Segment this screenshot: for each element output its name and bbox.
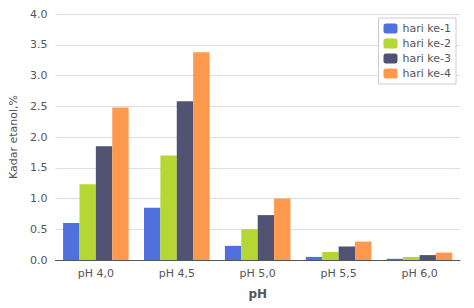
- svg-text:Kadar etanol,%: Kadar etanol,%: [7, 95, 20, 179]
- svg-text:hari ke-4: hari ke-4: [402, 67, 451, 80]
- svg-text:pH 4,0: pH 4,0: [78, 267, 114, 280]
- svg-text:hari ke-1: hari ke-1: [402, 22, 451, 35]
- svg-text:hari ke-3: hari ke-3: [402, 52, 451, 65]
- svg-text:0.0: 0.0: [30, 254, 48, 267]
- svg-text:3.0: 3.0: [30, 69, 48, 82]
- svg-text:3.5: 3.5: [30, 38, 48, 51]
- svg-text:1.0: 1.0: [30, 192, 48, 205]
- svg-text:2.5: 2.5: [30, 100, 48, 113]
- svg-text:1.5: 1.5: [30, 161, 48, 174]
- svg-text:pH 5,5: pH 5,5: [320, 267, 356, 280]
- svg-text:4.0: 4.0: [30, 8, 48, 21]
- svg-text:pH: pH: [248, 287, 267, 301]
- svg-text:pH 6,0: pH 6,0: [401, 267, 437, 280]
- svg-text:pH 5,0: pH 5,0: [240, 267, 276, 280]
- svg-text:hari ke-2: hari ke-2: [402, 37, 451, 50]
- svg-text:0.5: 0.5: [30, 223, 48, 236]
- svg-text:2.0: 2.0: [30, 131, 48, 144]
- svg-text:pH 4,5: pH 4,5: [159, 267, 195, 280]
